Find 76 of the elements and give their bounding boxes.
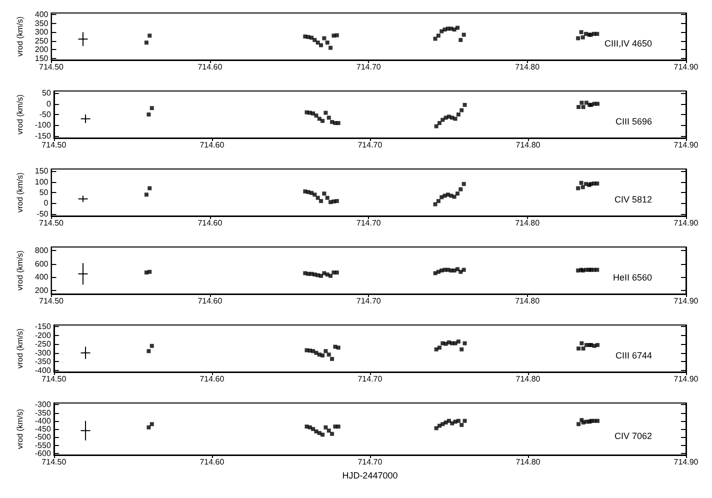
annotation: CIII 6744: [615, 350, 652, 360]
x-tick-label: 714.80: [516, 374, 541, 384]
x-axis-title: HJD-2447000: [342, 470, 398, 480]
x-tick-label: 714.60: [200, 140, 225, 150]
x-tick-label: 714.50: [42, 140, 67, 150]
y-tick-label: 600: [34, 259, 49, 268]
y-tick-label: -50: [39, 110, 52, 119]
x-tick-label: 714.70: [358, 374, 383, 384]
x-tick-label: 714.70: [358, 458, 383, 466]
y-tick-label: -400: [34, 366, 52, 375]
y-tick-label: -150: [34, 322, 52, 332]
y-tick-label: 800: [34, 246, 49, 255]
y-tick-label: -300: [34, 348, 52, 358]
y-tick-label: -550: [34, 440, 52, 450]
y-tick-label: 50: [39, 188, 49, 197]
y-axis-title: vrod (km/s): [16, 328, 24, 368]
y-tick-label: 50: [42, 88, 52, 98]
x-tick-label: 714.50: [42, 374, 67, 384]
y-tick-label: -450: [34, 424, 52, 434]
y-tick-label: 200: [34, 286, 49, 296]
y-tick-label: 150: [34, 166, 49, 176]
x-tick-label: 714.80: [515, 62, 540, 72]
x-tick-label: 714.80: [515, 218, 540, 228]
x-tick-label: 714.60: [198, 62, 223, 72]
x-tick-label: 714.90: [674, 374, 699, 384]
x-tick-label: 714.90: [674, 296, 699, 306]
x-tick-label: 714.80: [516, 140, 541, 150]
y-tick-label: 250: [34, 36, 49, 46]
x-tick-label: 714.90: [674, 62, 699, 72]
y-tick-label: -500: [34, 432, 52, 442]
x-tick-label: 714.70: [356, 296, 382, 306]
x-tick-label: 714.90: [674, 218, 699, 228]
x-tick-label: 714.80: [516, 458, 541, 466]
x-tick-label: 714.60: [198, 296, 223, 306]
y-tick-label: 0: [46, 99, 52, 108]
x-tick-label: 714.50: [39, 62, 64, 72]
x-tick-label: 714.50: [39, 218, 64, 228]
y-tick-label: -300: [34, 400, 52, 410]
y-tick-label: -600: [34, 448, 52, 458]
x-tick-label: 714.50: [39, 296, 64, 306]
y-tick-label: 350: [34, 18, 49, 28]
annotation: HeII 6560: [612, 272, 652, 282]
y-tick-label: 100: [34, 177, 49, 186]
x-tick-label: 714.60: [200, 374, 225, 384]
x-tick-label: 714.70: [358, 140, 383, 150]
y-tick-label: -350: [34, 408, 52, 418]
y-tick-label: -150: [34, 131, 52, 140]
y-tick-label: 400: [34, 272, 49, 282]
x-tick-label: 714.50: [42, 458, 67, 466]
annotation: CIII 5696: [615, 116, 652, 126]
x-tick-label: 714.60: [200, 458, 225, 466]
y-axis-title: vrod (km/s): [16, 94, 24, 134]
y-tick-label: 400: [34, 10, 49, 20]
x-tick-label: 714.90: [674, 458, 699, 466]
y-tick-label: 0: [44, 198, 49, 208]
y-tick-label: 150: [34, 54, 49, 63]
annotation: CIV 5812: [614, 194, 652, 204]
y-tick-label: -100: [34, 120, 52, 130]
x-tick-label: 714.90: [674, 140, 699, 150]
y-tick-label: -250: [34, 340, 52, 349]
y-tick-label: -50: [36, 209, 49, 218]
y-axis-title: vrod (km/s): [16, 16, 24, 56]
x-tick-label: 714.70: [356, 62, 382, 72]
x-tick-label: 714.60: [198, 218, 223, 228]
y-tick-label: -200: [34, 330, 52, 340]
y-axis-title: vrod (km/s): [16, 172, 24, 212]
y-tick-label: -400: [34, 416, 52, 426]
y-axis-title: vrod (km/s): [16, 250, 24, 290]
y-tick-label: 200: [34, 45, 49, 54]
annotation: CIII,IV 4650: [604, 38, 652, 48]
y-tick-label: 300: [34, 28, 49, 37]
y-axis-title: vrod (km/s): [16, 408, 24, 449]
x-tick-label: 714.80: [515, 296, 540, 306]
annotation: CIV 7062: [614, 431, 652, 442]
x-tick-label: 714.70: [356, 218, 382, 228]
y-tick-label: -350: [34, 357, 52, 366]
